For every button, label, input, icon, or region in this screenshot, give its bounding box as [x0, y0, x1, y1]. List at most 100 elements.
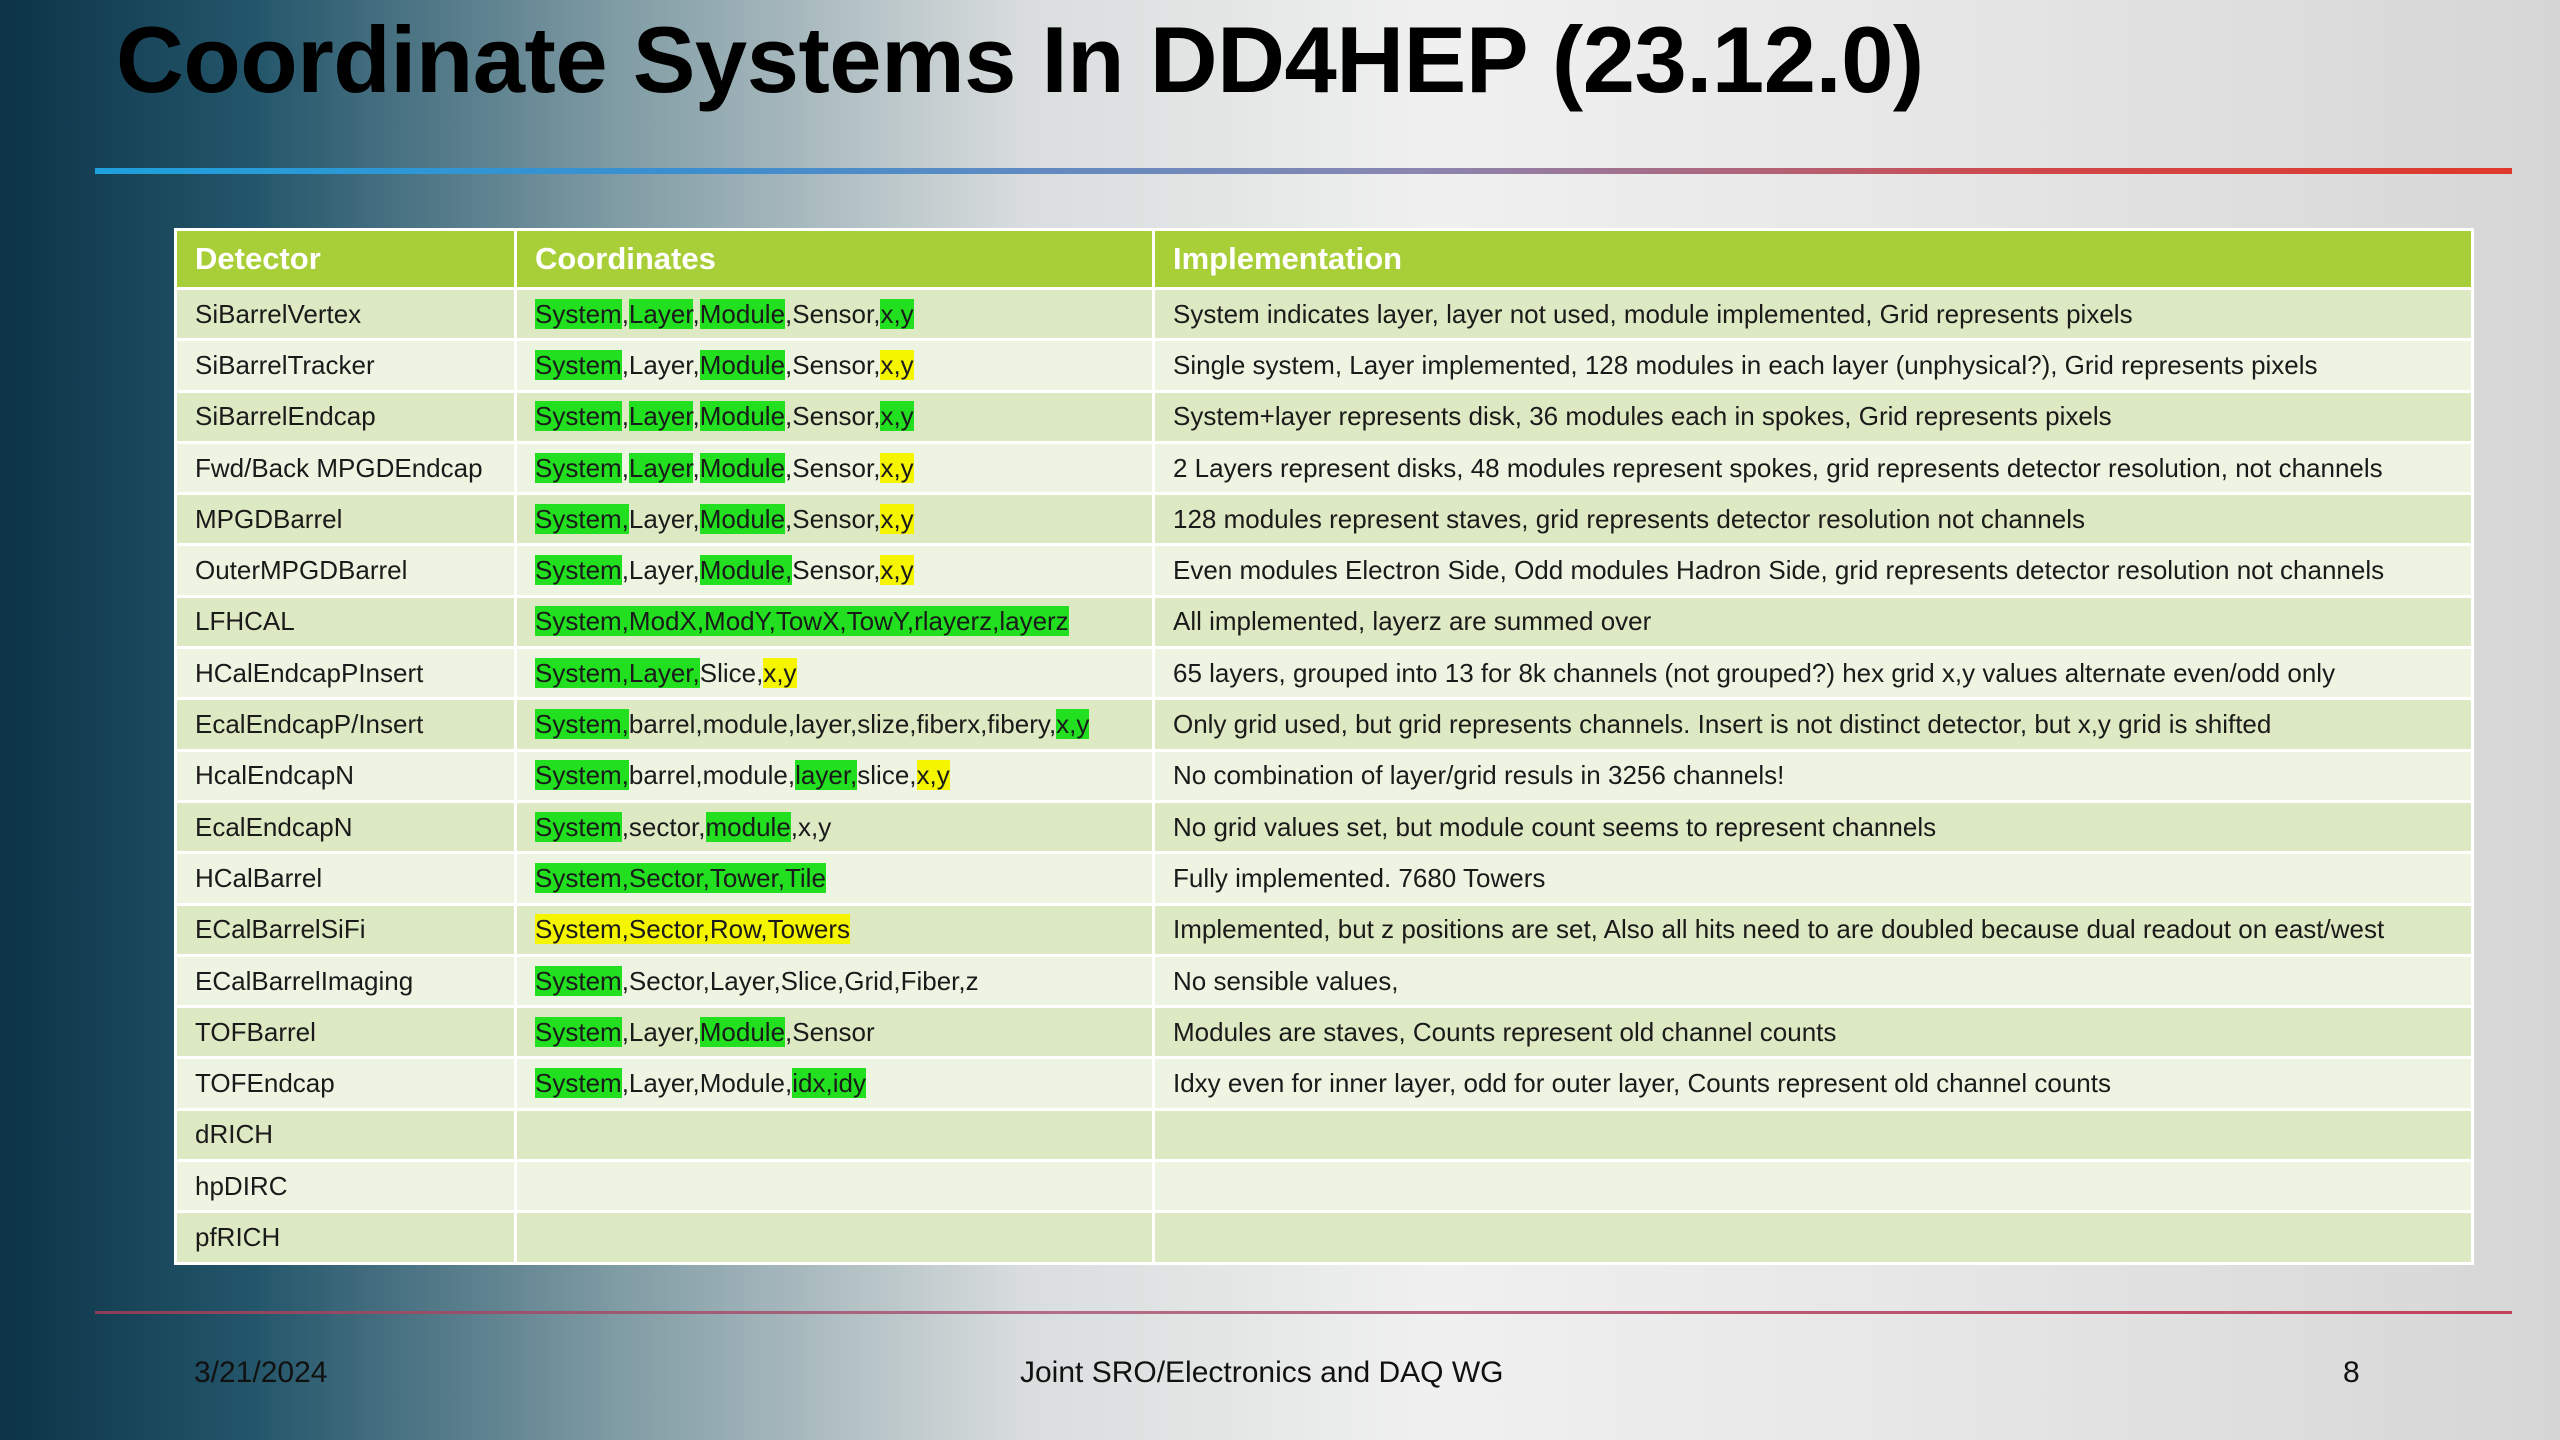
- coordinate-text: Sensor,: [792, 555, 881, 586]
- table-row: EcalEndcapN System,sector,module,x,y No gr…: [174, 799, 2474, 855]
- table-row: HCalEndcapPInsert System,Layer,Slice,x,y 6…: [174, 646, 2474, 701]
- coordinate-text: ,sector,: [621, 811, 706, 842]
- coordinates-cell: System,sector,module,x,y: [514, 799, 1155, 855]
- implementation-cell: Implemented, but z positions are set, Al…: [1152, 902, 2474, 957]
- highlighted-coordinate: System: [535, 401, 622, 432]
- coordinate-text: ,: [621, 452, 629, 483]
- coordinates-cell: [514, 1159, 1155, 1214]
- table-row: ECalBarrelSiFi System,Sector,Row,Towers Im…: [174, 902, 2474, 957]
- detector-cell: HCalBarrel: [174, 851, 517, 906]
- detector-cell: dRICH: [174, 1107, 517, 1163]
- highlighted-coordinate: System,Sector,Tower,Tile: [535, 862, 826, 893]
- table-row: TOFBarrel System,Layer,Module,Sensor Modul…: [174, 1005, 2474, 1060]
- header-coordinates: Coordinates: [514, 228, 1155, 290]
- highlighted-coordinate: System: [535, 298, 622, 329]
- coordinates-cell: System,Layer,Module,Sensor,x,y: [514, 440, 1155, 496]
- table-row: LFHCAL System,ModX,ModY,TowX,TowY,rlayerz…: [174, 594, 2474, 650]
- highlighted-coordinate: Module: [699, 298, 786, 329]
- highlighted-coordinate: Layer: [628, 298, 693, 329]
- detector-cell: MPGDBarrel: [174, 492, 517, 547]
- coordinates-cell: System,barrel,module,layer,slice,x,y: [514, 748, 1155, 803]
- coordinate-text: ,: [692, 452, 700, 483]
- implementation-cell: All implemented, layerz are summed over: [1152, 594, 2474, 650]
- table-header-row: Detector Coordinates Implementation: [174, 228, 2474, 290]
- highlighted-coordinate: System: [535, 1068, 622, 1099]
- highlighted-coordinate: x,y: [880, 503, 914, 534]
- detector-cell: EcalEndcapN: [174, 799, 517, 855]
- detector-cell: TOFEndcap: [174, 1056, 517, 1111]
- coordinate-text: barrel,module,layer,slize,fiberx,fibery,: [628, 709, 1057, 740]
- implementation-cell: [1152, 1210, 2474, 1265]
- highlighted-coordinate: Layer: [628, 401, 693, 432]
- highlighted-coordinate: idx,idy: [792, 1068, 866, 1099]
- coordinate-text: Slice,: [699, 657, 764, 688]
- implementation-cell: System indicates layer, layer not used, …: [1152, 286, 2474, 342]
- implementation-cell: Only grid used, but grid represents chan…: [1152, 697, 2474, 752]
- coordinates-cell: System,Layer,Module,Sensor,x,y: [514, 389, 1155, 444]
- detector-cell: EcalEndcapP/Insert: [174, 697, 517, 752]
- implementation-cell: 65 layers, grouped into 13 for 8k channe…: [1152, 646, 2474, 701]
- footer-date: 3/21/2024: [194, 1356, 328, 1389]
- coordinates-cell: System,Layer,Module,Sensor,x,y: [514, 286, 1155, 342]
- coordinate-text: ,Sensor,: [785, 349, 881, 380]
- coordinates-cell: System,Layer,Module,Sensor,x,y: [514, 492, 1155, 547]
- highlighted-coordinate: System: [535, 555, 622, 586]
- implementation-cell: 2 Layers represent disks, 48 modules rep…: [1152, 440, 2474, 496]
- coordinate-text: ,Sensor,: [785, 298, 881, 329]
- implementation-cell: System+layer represents disk, 36 modules…: [1152, 389, 2474, 444]
- implementation-cell: Fully implemented. 7680 Towers: [1152, 851, 2474, 906]
- implementation-cell: Modules are staves, Counts represent old…: [1152, 1005, 2474, 1060]
- coordinate-text: ,: [621, 401, 629, 432]
- header-implementation: Implementation: [1152, 228, 2474, 290]
- table-row: ECalBarrelImaging System,Sector,Layer,Sli…: [174, 953, 2474, 1009]
- coordinates-cell: System,Layer,Module,idx,idy: [514, 1056, 1155, 1111]
- highlighted-coordinate: System: [535, 811, 622, 842]
- coordinates-cell: System,Sector,Tower,Tile: [514, 851, 1155, 906]
- implementation-cell: Single system, Layer implemented, 128 mo…: [1152, 338, 2474, 393]
- highlighted-coordinate: System,ModX,ModY,TowX,TowY,rlayerz,layer…: [535, 606, 1069, 637]
- detector-cell: SiBarrelEndcap: [174, 389, 517, 444]
- highlighted-coordinate: x,y: [763, 657, 797, 688]
- page-number: 8: [2343, 1356, 2360, 1389]
- table-row: Fwd/Back MPGDEndcap System,Layer,Module,S…: [174, 440, 2474, 496]
- table-row: hpDIRC: [174, 1159, 2474, 1214]
- implementation-cell: No sensible values,: [1152, 953, 2474, 1009]
- implementation-cell: [1152, 1159, 2474, 1214]
- highlighted-coordinate: System: [535, 965, 622, 996]
- table-row: SiBarrelVertex System,Layer,Module,Sensor…: [174, 286, 2474, 342]
- detector-cell: TOFBarrel: [174, 1005, 517, 1060]
- coordinates-cell: [514, 1107, 1155, 1163]
- highlighted-coordinate: System: [535, 452, 622, 483]
- footer-divider: [95, 1311, 2512, 1314]
- table-row: MPGDBarrel System,Layer,Module,Sensor,x,y…: [174, 492, 2474, 547]
- footer-title: Joint SRO/Electronics and DAQ WG: [1020, 1356, 1504, 1389]
- highlighted-coordinate: x,y: [1056, 709, 1090, 740]
- implementation-cell: No combination of layer/grid resuls in 3…: [1152, 748, 2474, 803]
- highlighted-coordinate: x,y: [880, 452, 914, 483]
- table-row: SiBarrelEndcap System,Layer,Module,Sensor…: [174, 389, 2474, 444]
- detector-cell: Fwd/Back MPGDEndcap: [174, 440, 517, 496]
- coordinates-cell: System,barrel,module,layer,slize,fiberx,…: [514, 697, 1155, 752]
- coordinates-cell: System,Sector,Row,Towers: [514, 902, 1155, 957]
- highlighted-coordinate: Module: [699, 349, 786, 380]
- highlighted-coordinate: Module: [699, 452, 786, 483]
- coordinates-cell: System,Layer,Module,Sensor,x,y: [514, 338, 1155, 393]
- implementation-cell: Idxy even for inner layer, odd for outer…: [1152, 1056, 2474, 1111]
- highlighted-coordinate: System: [535, 1016, 622, 1047]
- coordinate-text: ,: [692, 401, 700, 432]
- highlighted-coordinate: x,y: [916, 760, 950, 791]
- coordinate-text: ,x,y: [790, 811, 832, 842]
- title-divider: [95, 168, 2512, 174]
- coordinate-text: ,Sensor,: [785, 452, 881, 483]
- coordinates-cell: System,ModX,ModY,TowX,TowY,rlayerz,layer…: [514, 594, 1155, 650]
- detector-cell: SiBarrelVertex: [174, 286, 517, 342]
- coordinate-text: ,Layer,: [621, 1016, 700, 1047]
- highlighted-coordinate: System,Layer,: [535, 657, 700, 688]
- table-row: pfRICH: [174, 1210, 2474, 1265]
- detector-cell: ECalBarrelImaging: [174, 953, 517, 1009]
- coordinate-text: ,Sector,Layer,Slice,Grid,Fiber,z: [621, 965, 979, 996]
- table-row: EcalEndcapP/Insert System,barrel,module,l…: [174, 697, 2474, 752]
- highlighted-coordinate: x,y: [880, 298, 914, 329]
- coordinate-text: ,Layer,: [621, 555, 700, 586]
- highlighted-coordinate: System: [535, 349, 622, 380]
